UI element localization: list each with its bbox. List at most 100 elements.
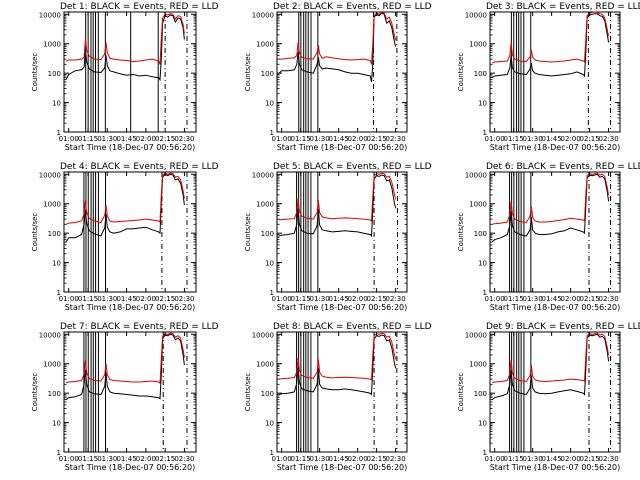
lld-line: [492, 332, 610, 383]
x-tick-label: 01:00: [272, 295, 292, 303]
x-tick-label: 01:30: [523, 135, 543, 143]
y-tick-label: 10000: [465, 171, 487, 179]
x-tick-label: 02:30: [174, 135, 194, 143]
y-tick-label: 100: [261, 70, 274, 78]
x-tick-label: 01:15: [291, 295, 311, 303]
x-tick-label: 01:30: [310, 455, 330, 463]
x-tick-label: 01:15: [78, 295, 98, 303]
events-line: [65, 333, 185, 401]
panel-det-6: Det 6: BLACK = Events, RED = LLD01:0001:…: [457, 162, 640, 312]
x-tick-label: 02:00: [348, 135, 368, 143]
y-tick-label: 1: [57, 289, 61, 297]
x-tick-label: 02:30: [599, 295, 619, 303]
x-tick-label: 01:15: [78, 135, 98, 143]
y-tick-label: 1: [57, 449, 61, 457]
y-tick-label: 10000: [39, 331, 61, 339]
x-tick-label: 01:30: [310, 135, 330, 143]
x-tick-label: 01:45: [329, 135, 349, 143]
lld-line: [65, 172, 185, 225]
y-axis-label: Counts/sec: [457, 53, 465, 92]
y-tick-label: 1: [483, 449, 487, 457]
y-tick-label: 1000: [256, 201, 274, 209]
x-tick-label: 02:00: [348, 295, 368, 303]
y-tick-label: 10: [52, 420, 61, 428]
y-tick-label: 10000: [252, 331, 274, 339]
y-tick-label: 100: [474, 230, 487, 238]
x-axis-label: Start Time (18-Dec-07 00:56:20): [277, 143, 408, 152]
y-tick-label: 10: [478, 100, 487, 108]
y-tick-label: 1000: [469, 41, 487, 49]
panel-title: Det 8: BLACK = Events, RED = LLD: [273, 322, 432, 332]
x-axis-label: Start Time (18-Dec-07 00:56:20): [277, 303, 408, 312]
x-tick-label: 02:30: [174, 455, 194, 463]
y-tick-label: 10000: [465, 331, 487, 339]
y-tick-label: 1000: [256, 361, 274, 369]
y-tick-label: 10: [478, 260, 487, 268]
y-axis-label: Counts/sec: [31, 373, 39, 412]
lld-line: [279, 332, 397, 381]
x-axis-label: Start Time (18-Dec-07 00:56:20): [490, 463, 621, 472]
x-tick-label: 02:00: [348, 455, 368, 463]
lld-line: [66, 332, 185, 385]
y-tick-label: 100: [48, 230, 61, 238]
panel-title: Det 7: BLACK = Events, RED = LLD: [60, 322, 219, 332]
y-tick-label: 1000: [43, 41, 61, 49]
y-axis-label: Counts/sec: [31, 53, 39, 92]
lld-line: [491, 11, 610, 64]
x-tick-label: 01:30: [523, 295, 543, 303]
events-line: [491, 13, 610, 79]
y-axis-label: Counts/sec: [31, 213, 39, 252]
x-tick-label: 02:30: [599, 455, 619, 463]
events-line: [65, 14, 185, 82]
panel-title: Det 1: BLACK = Events, RED = LLD: [60, 2, 219, 12]
x-tick-label: 01:30: [310, 295, 330, 303]
y-tick-label: 1: [270, 289, 274, 297]
x-tick-label: 01:15: [504, 295, 524, 303]
panel-title: Det 5: BLACK = Events, RED = LLD: [273, 162, 432, 172]
x-tick-label: 01:15: [504, 135, 524, 143]
y-tick-label: 10: [265, 100, 274, 108]
x-tick-label: 02:15: [155, 295, 175, 303]
y-tick-label: 1000: [469, 361, 487, 369]
y-tick-label: 100: [261, 230, 274, 238]
x-tick-label: 02:15: [367, 455, 387, 463]
x-axis-label: Start Time (18-Dec-07 00:56:20): [490, 303, 621, 312]
x-tick-label: 02:00: [136, 295, 156, 303]
panel-det-9: Det 9: BLACK = Events, RED = LLD01:0001:…: [457, 322, 640, 472]
panel-title: Det 2: BLACK = Events, RED = LLD: [273, 2, 432, 12]
x-tick-label: 01:00: [59, 135, 79, 143]
y-tick-label: 1: [57, 129, 61, 137]
lld-line: [65, 13, 185, 65]
x-tick-label: 02:15: [367, 135, 387, 143]
events-line: [65, 173, 185, 243]
x-tick-label: 01:30: [97, 295, 117, 303]
panel-det-7: Det 7: BLACK = Events, RED = LLD 01:00 01:…: [31, 322, 219, 472]
panel-det-2: Det 2: BLACK = Events, RED = LLD01:0001:…: [244, 2, 432, 152]
x-tick-label: 02:15: [580, 135, 600, 143]
y-axis-label: Counts/sec: [244, 213, 252, 252]
x-axis-label: Start Time (18-Dec-07 00:56:20): [490, 143, 621, 152]
x-tick-label: 01:45: [116, 135, 136, 143]
x-tick-label: 01:45: [542, 455, 562, 463]
y-tick-label: 1: [483, 289, 487, 297]
x-tick-label: 01:00: [272, 455, 292, 463]
x-tick-label: 01:45: [116, 455, 136, 463]
x-tick-label: 02:15: [367, 295, 387, 303]
y-tick-label: 1000: [43, 361, 61, 369]
x-axis-label: Start Time (18-Dec-07 00:56:20): [277, 463, 408, 472]
y-tick-label: 10000: [39, 11, 61, 19]
panel-title: Det 4: BLACK = Events, RED = LLD: [60, 162, 219, 172]
y-axis-label: Counts/sec: [457, 213, 465, 252]
y-tick-label: 10: [52, 100, 61, 108]
y-tick-label: 1000: [43, 201, 61, 209]
x-tick-label: 01:00: [59, 455, 79, 463]
y-tick-label: 10000: [252, 171, 274, 179]
plot-frame: [276, 11, 408, 133]
x-tick-label: 01:30: [523, 455, 543, 463]
panel-title: Det 9: BLACK = Events, RED = LLD: [486, 322, 640, 332]
y-tick-label: 10: [265, 260, 274, 268]
x-tick-label: 02:30: [386, 455, 406, 463]
plot-frame: [276, 331, 408, 453]
lld-line: [491, 172, 610, 225]
